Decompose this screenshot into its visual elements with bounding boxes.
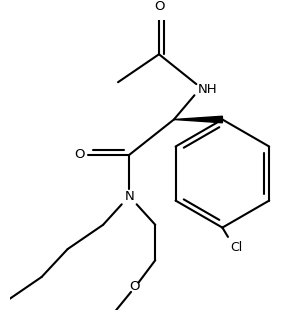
Text: Cl: Cl [230, 241, 242, 254]
Text: NH: NH [198, 83, 218, 96]
Text: O: O [129, 280, 140, 293]
Polygon shape [174, 116, 222, 123]
Text: O: O [74, 148, 84, 161]
Text: O: O [154, 0, 164, 13]
Text: N: N [124, 190, 134, 203]
